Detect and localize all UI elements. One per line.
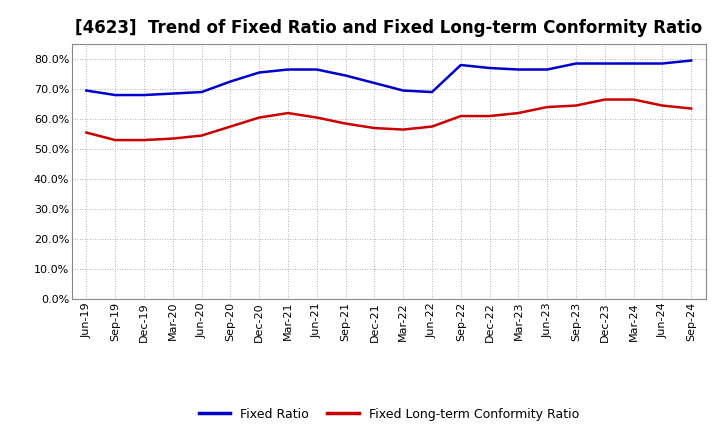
Fixed Ratio [168, 91, 177, 96]
Fixed Long-term Conformity Ratio [658, 103, 667, 108]
Fixed Ratio [140, 92, 148, 98]
Fixed Ratio [514, 67, 523, 72]
Fixed Long-term Conformity Ratio [514, 110, 523, 116]
Fixed Long-term Conformity Ratio [543, 104, 552, 110]
Fixed Long-term Conformity Ratio [572, 103, 580, 108]
Fixed Long-term Conformity Ratio [284, 110, 292, 116]
Fixed Long-term Conformity Ratio [485, 114, 494, 119]
Fixed Ratio [456, 62, 465, 68]
Fixed Long-term Conformity Ratio [399, 127, 408, 132]
Fixed Ratio [485, 66, 494, 71]
Legend: Fixed Ratio, Fixed Long-term Conformity Ratio: Fixed Ratio, Fixed Long-term Conformity … [194, 403, 584, 425]
Fixed Ratio [572, 61, 580, 66]
Fixed Ratio [255, 70, 264, 75]
Fixed Ratio [312, 67, 321, 72]
Fixed Long-term Conformity Ratio [111, 137, 120, 143]
Fixed Ratio [600, 61, 609, 66]
Fixed Long-term Conformity Ratio [140, 137, 148, 143]
Line: Fixed Ratio: Fixed Ratio [86, 61, 691, 95]
Fixed Long-term Conformity Ratio [226, 124, 235, 129]
Fixed Ratio [629, 61, 638, 66]
Fixed Long-term Conformity Ratio [341, 121, 350, 126]
Fixed Ratio [111, 92, 120, 98]
Fixed Ratio [399, 88, 408, 93]
Fixed Long-term Conformity Ratio [168, 136, 177, 141]
Fixed Long-term Conformity Ratio [370, 125, 379, 131]
Fixed Long-term Conformity Ratio [456, 114, 465, 119]
Fixed Ratio [284, 67, 292, 72]
Line: Fixed Long-term Conformity Ratio: Fixed Long-term Conformity Ratio [86, 99, 691, 140]
Fixed Long-term Conformity Ratio [312, 115, 321, 120]
Fixed Long-term Conformity Ratio [687, 106, 696, 111]
Fixed Long-term Conformity Ratio [82, 130, 91, 135]
Fixed Ratio [428, 89, 436, 95]
Fixed Long-term Conformity Ratio [428, 124, 436, 129]
Fixed Ratio [658, 61, 667, 66]
Title: [4623]  Trend of Fixed Ratio and Fixed Long-term Conformity Ratio: [4623] Trend of Fixed Ratio and Fixed Lo… [75, 19, 703, 37]
Fixed Long-term Conformity Ratio [600, 97, 609, 102]
Fixed Ratio [370, 81, 379, 86]
Fixed Ratio [197, 89, 206, 95]
Fixed Ratio [82, 88, 91, 93]
Fixed Ratio [341, 73, 350, 78]
Fixed Ratio [226, 79, 235, 84]
Fixed Ratio [543, 67, 552, 72]
Fixed Long-term Conformity Ratio [629, 97, 638, 102]
Fixed Ratio [687, 58, 696, 63]
Fixed Long-term Conformity Ratio [197, 133, 206, 138]
Fixed Long-term Conformity Ratio [255, 115, 264, 120]
